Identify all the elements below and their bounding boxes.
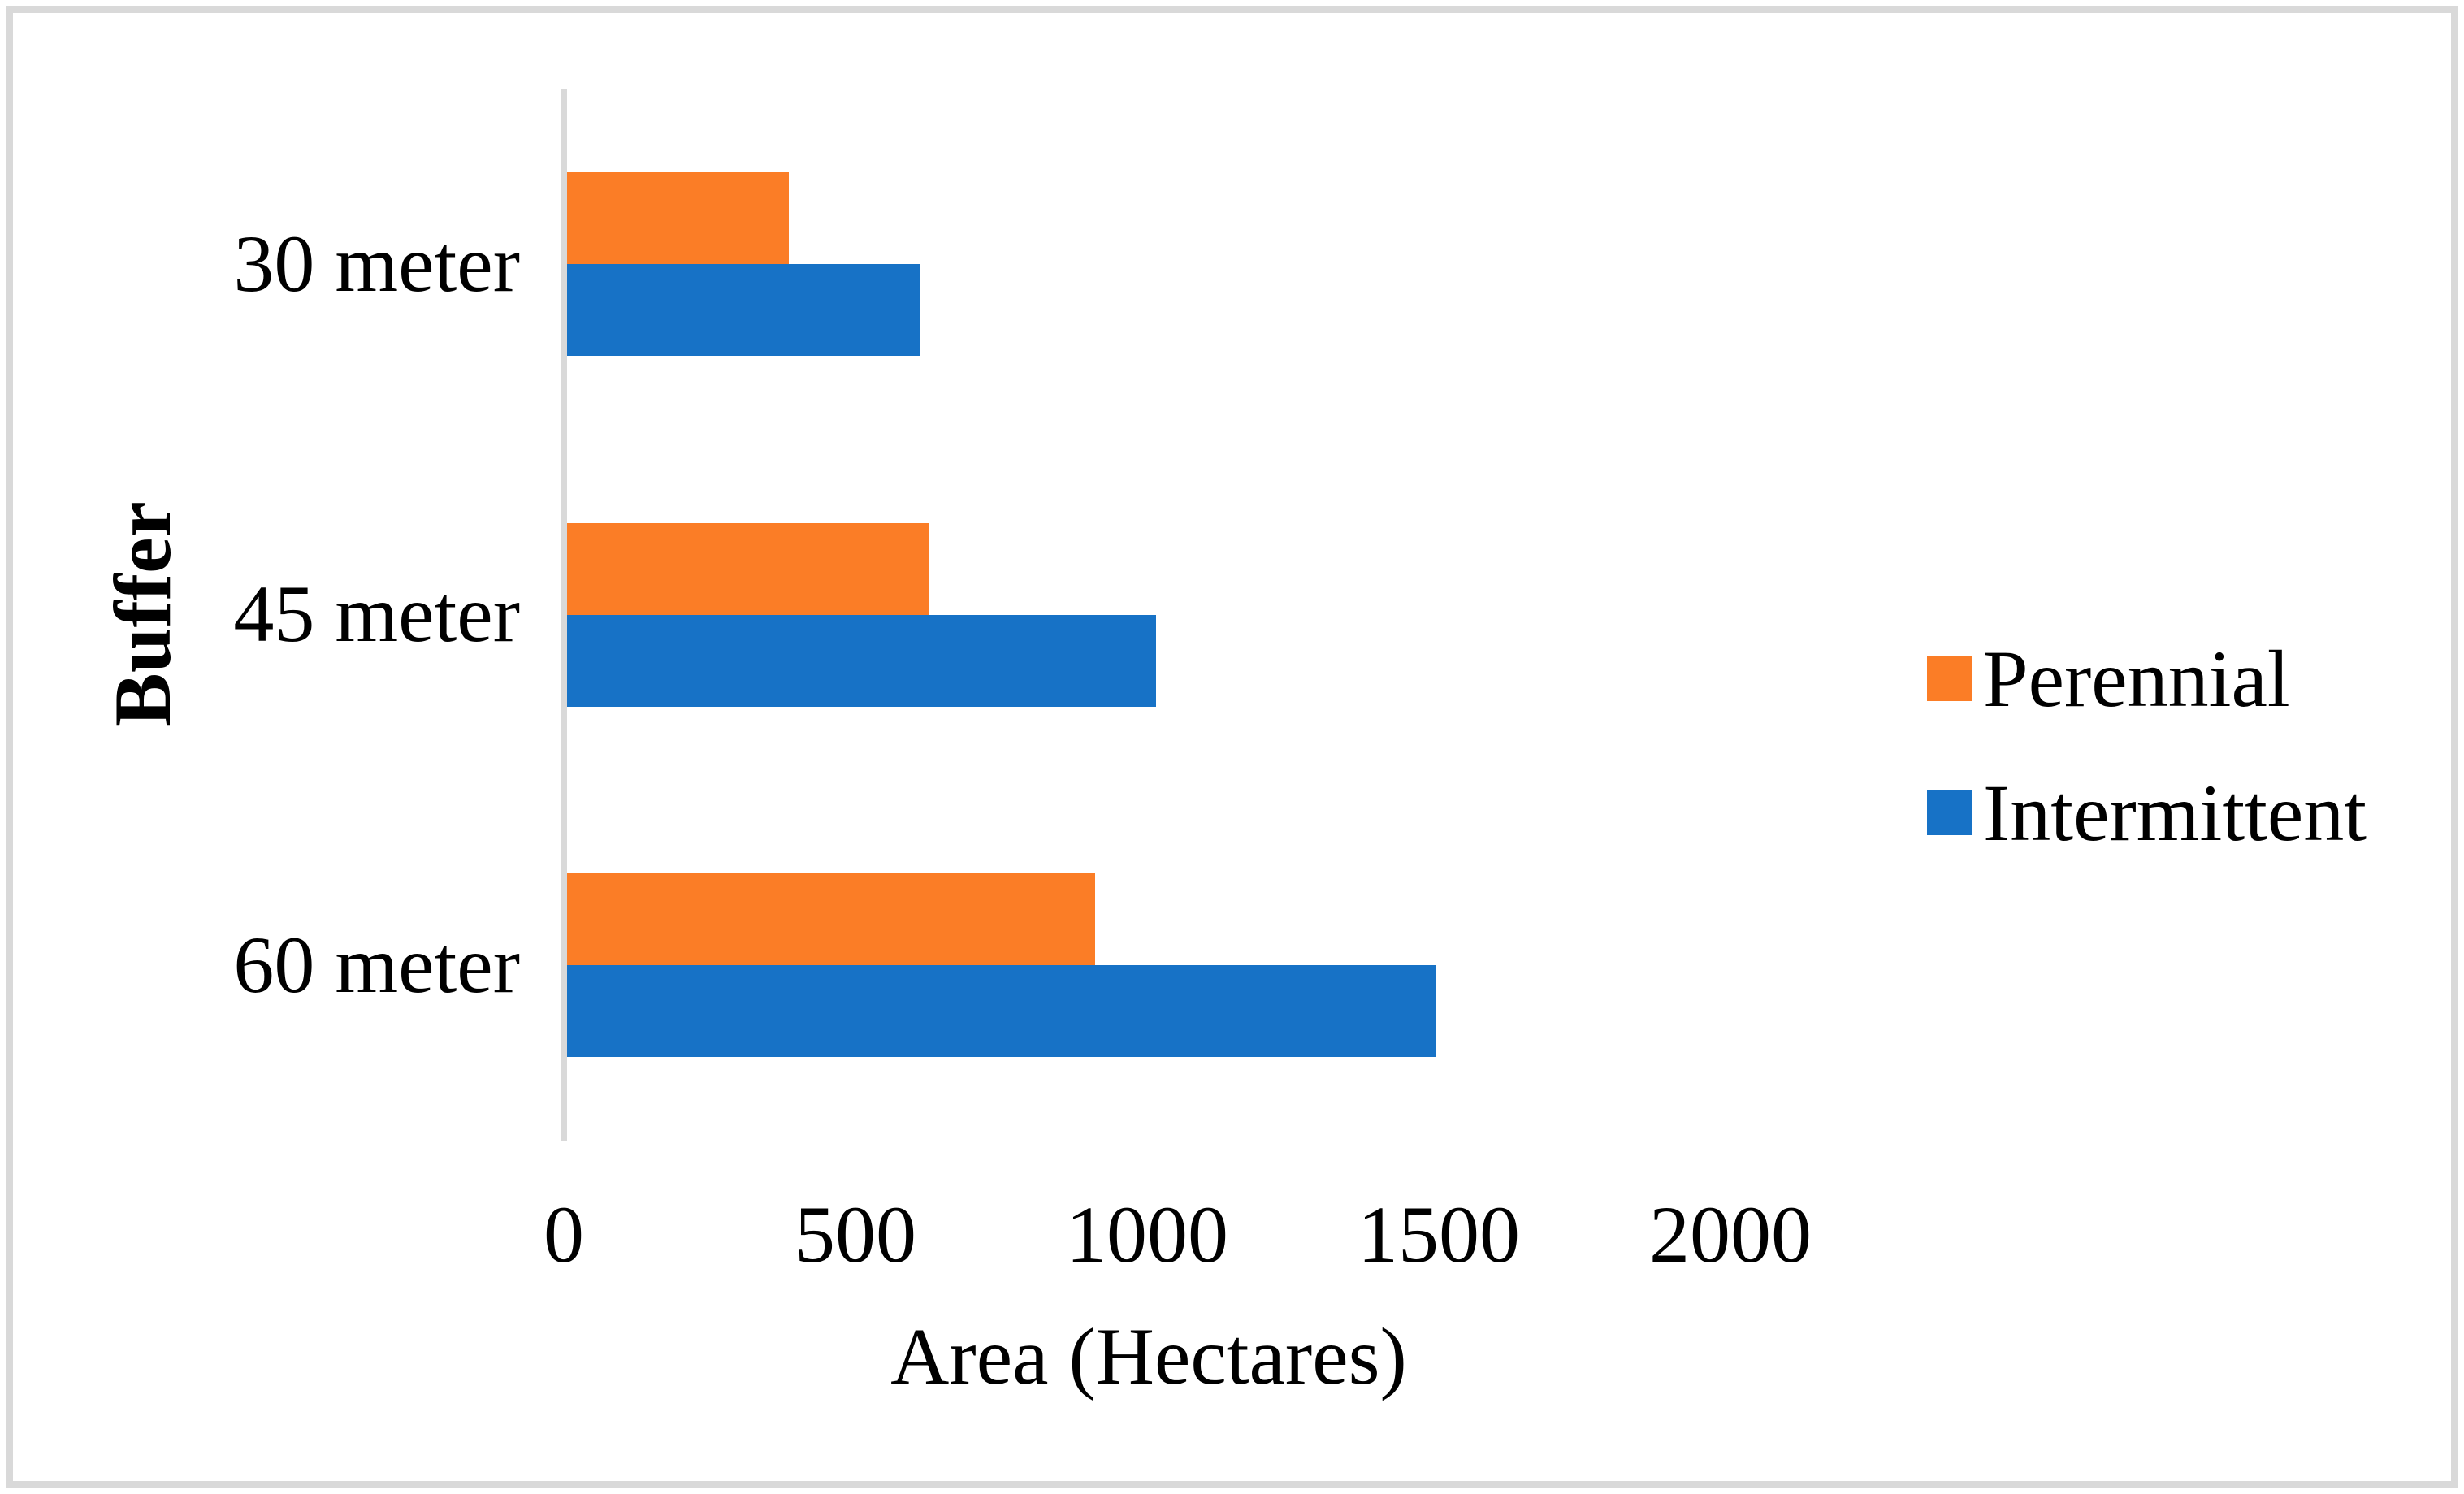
legend-label-intermittent: Intermittent: [1983, 767, 2367, 858]
bar-perennial-45-meter: [567, 523, 929, 615]
legend-item-intermittent: Intermittent: [1927, 764, 2367, 861]
x-tick-label-1500: 1500: [1358, 1189, 1520, 1280]
y-axis-line: [561, 89, 567, 1141]
category-label-60-meter: 60 meter: [233, 920, 520, 1010]
x-tick-label-0: 0: [543, 1189, 584, 1280]
bar-intermittent-45-meter: [567, 615, 1156, 707]
bar-intermittent-30-meter: [567, 264, 920, 356]
category-label-30-meter: 30 meter: [233, 219, 520, 309]
x-tick-label-1000: 1000: [1066, 1189, 1228, 1280]
legend-item-perennial: Perennial: [1927, 630, 2290, 727]
bar-intermittent-60-meter: [567, 965, 1436, 1057]
x-tick-label-2000: 2000: [1649, 1189, 1812, 1280]
category-label-45-meter: 45 meter: [233, 569, 520, 659]
legend-label-perennial: Perennial: [1983, 633, 2290, 724]
bar-perennial-30-meter: [567, 172, 789, 264]
x-axis-title: Area (Hectares): [890, 1311, 1407, 1401]
legend-swatch-perennial-icon: [1927, 656, 1972, 701]
bar-perennial-60-meter: [567, 873, 1095, 965]
x-tick-label-500: 500: [795, 1189, 916, 1280]
legend-swatch-intermittent-icon: [1927, 790, 1972, 835]
